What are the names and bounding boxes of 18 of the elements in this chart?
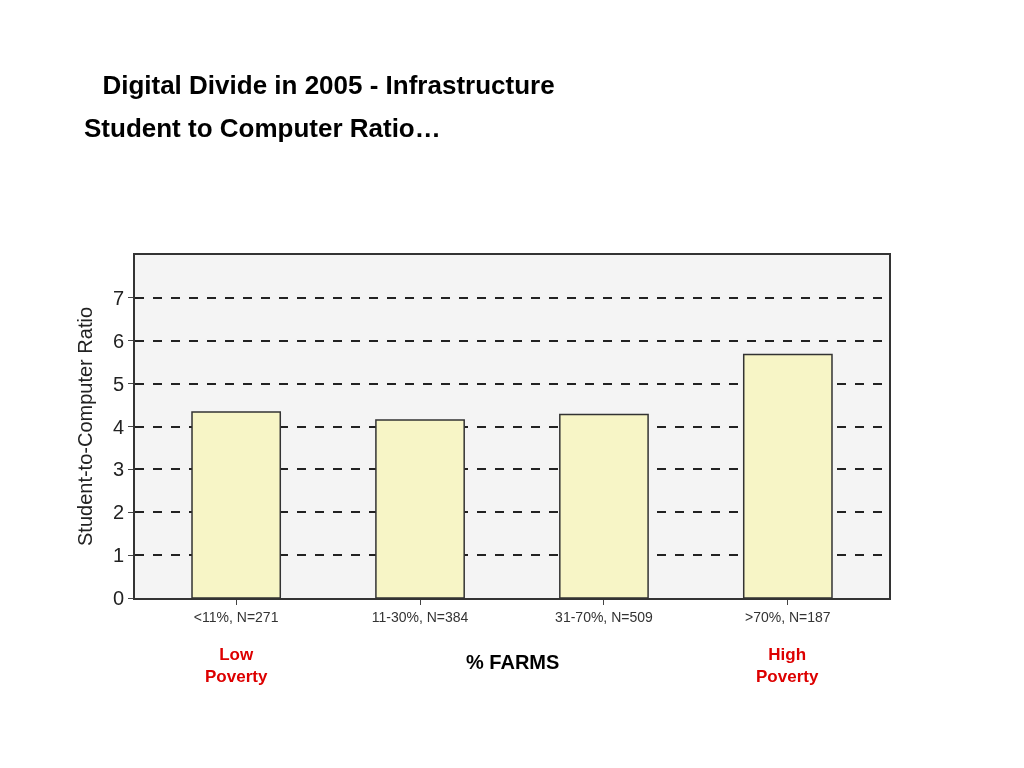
x-tick-label: 31-70%, N=509 (555, 608, 653, 625)
y-tick-label: 5 (112, 372, 124, 395)
x-tick-label: >70%, N=187 (745, 608, 831, 625)
y-tick-label: 7 (112, 286, 124, 309)
y-tick-label: 1 (112, 544, 124, 567)
text: High Poverty (756, 645, 819, 687)
text: Low Poverty (205, 645, 268, 687)
y-tick-label: 3 (112, 458, 124, 481)
chart-title: Digital Divide in 2005 - Infrastructure (102, 69, 555, 100)
chart-subtitle: Student to Computer Ratio… (84, 113, 441, 143)
y-tick-label: 4 (112, 415, 124, 438)
x-axis-title: % FARMS (466, 651, 560, 673)
x-tick-label: <11%, N=271 (193, 608, 279, 625)
y-tick-label: 0 (112, 587, 124, 609)
y-tick-label: 6 (112, 329, 124, 352)
y-axis-title: Student-to-Computer Ratio (73, 306, 96, 547)
y-tick-label: 2 (112, 501, 124, 524)
x-tick-label: 11-30%, N=384 (371, 608, 469, 625)
